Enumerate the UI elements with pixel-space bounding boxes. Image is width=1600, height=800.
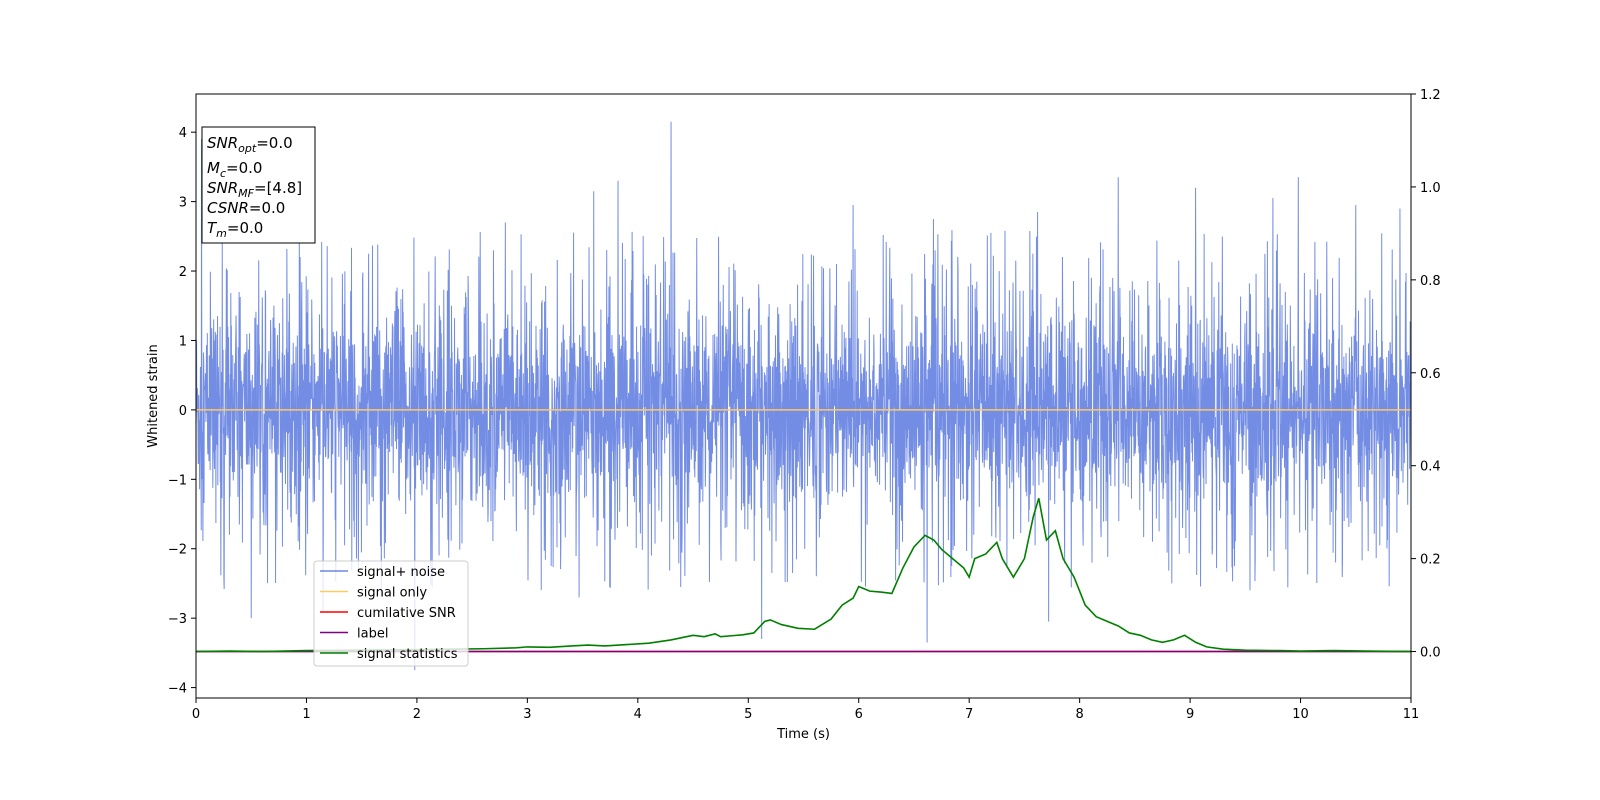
legend-item: label: [320, 627, 388, 642]
y-tick-label: 1: [179, 334, 187, 349]
x-tick-label: 2: [413, 707, 421, 722]
legend-item: signal statistics: [320, 647, 458, 662]
annotation-line: Tm=0.0: [207, 219, 263, 240]
legend-item: signal+ noise: [320, 565, 445, 580]
x-tick-label: 10: [1292, 707, 1309, 722]
x-axis-label: Time (s): [776, 727, 830, 742]
annotation-line: SNRMF=[4.8]: [207, 179, 302, 200]
y-axis-right: 0.0 0.2 0.4 0.6 0.8 1.0 1.2: [1411, 88, 1441, 661]
y2-tick-label: 0.0: [1420, 646, 1441, 661]
y-tick-label: −3: [168, 612, 187, 627]
y2-tick-label: 1.0: [1420, 181, 1441, 196]
y-tick-label: 2: [179, 265, 187, 280]
y-axis-label: Whitened strain: [146, 344, 161, 447]
y2-tick-label: 0.6: [1420, 367, 1441, 382]
x-tick-label: 9: [1186, 707, 1194, 722]
y-tick-label: 0: [179, 404, 187, 419]
x-tick-label: 3: [523, 707, 531, 722]
series-signal-statistics: [196, 497, 1411, 653]
annotation-frame: [201, 126, 316, 244]
y-tick-label: −1: [168, 473, 187, 488]
plot-frame: [195, 93, 1412, 699]
y2-tick-label: 0.2: [1420, 553, 1441, 568]
y-tick-label: 4: [179, 126, 187, 141]
x-tick-label: 5: [744, 707, 752, 722]
y2-tick-label: 1.2: [1420, 88, 1441, 103]
y-tick-label: −4: [168, 682, 187, 697]
legend-item: signal only: [320, 586, 427, 601]
noise-series-layer: [196, 121, 1411, 671]
annotation-line: Mc=0.0: [207, 159, 262, 180]
annotation-line: CSNR=0.0: [207, 199, 285, 217]
x-tick-label: 8: [1075, 707, 1083, 722]
x-tick-label: 1: [302, 707, 310, 722]
x-tick-label: 11: [1403, 707, 1420, 722]
legend-label: signal+ noise: [357, 565, 445, 580]
x-tick-label: 4: [634, 707, 642, 722]
y2-tick-label: 0.4: [1420, 460, 1441, 475]
legend-item: cumilative SNR: [320, 606, 456, 621]
x-tick-label: 0: [192, 707, 200, 722]
x-tick-label: 6: [855, 707, 863, 722]
y-axis-left: −4 −3 −2 −1 0 1 2 3 4: [168, 126, 196, 697]
legend: signal+ noise signal only cumilative SNR la…: [313, 560, 469, 667]
legend-label: signal only: [357, 586, 427, 601]
x-axis: 0 1 2 3 4 5 6 7 8 9 10 11: [192, 698, 1419, 722]
series-signal-noise: [196, 121, 1411, 671]
legend-frame: [313, 560, 469, 667]
legend-label: cumilative SNR: [357, 606, 456, 621]
y2-tick-label: 0.8: [1420, 274, 1441, 289]
legend-label: signal statistics: [357, 647, 458, 662]
x-tick-label: 7: [965, 707, 973, 722]
annotation-line: SNRopt=0.0: [207, 134, 293, 155]
y-tick-label: −2: [168, 543, 187, 558]
y-tick-label: 3: [179, 196, 187, 211]
legend-label: label: [357, 627, 388, 642]
